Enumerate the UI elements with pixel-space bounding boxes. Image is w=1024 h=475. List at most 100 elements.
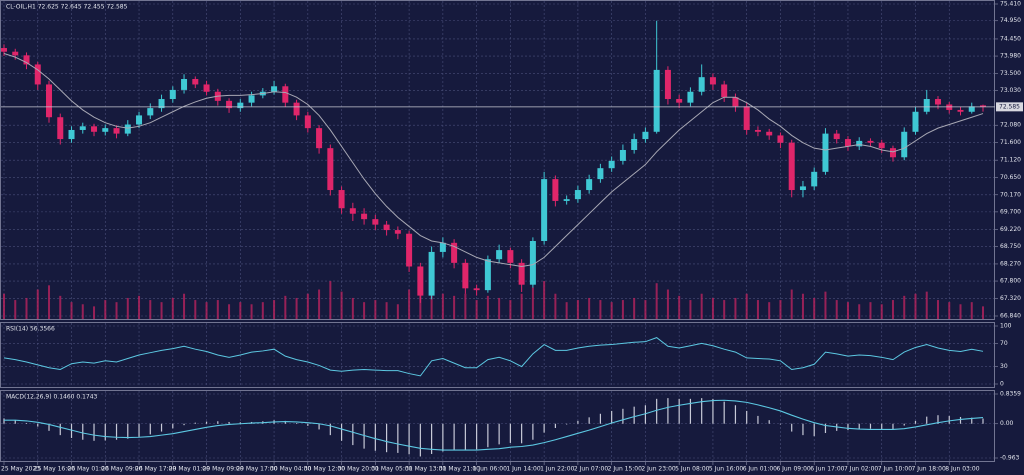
volume-bar <box>36 289 39 319</box>
volume-bar <box>790 289 793 319</box>
volume-bar <box>520 293 523 319</box>
volume-bar <box>666 289 669 319</box>
candle-body <box>473 288 480 291</box>
x-tick-label: 1 Jun 22:00 <box>540 466 574 473</box>
candle-body <box>113 128 120 134</box>
panel-title: RSI(14) 56.3566 <box>6 326 55 333</box>
volume-bar <box>936 300 939 319</box>
x-tick-label: 31 May 21:00 <box>439 466 480 473</box>
x-tick-label: 30 May 04:00 <box>270 466 311 473</box>
volume-bar <box>385 302 388 319</box>
candle-body <box>316 128 323 149</box>
candle-body <box>226 100 233 109</box>
y-tick-label: 72.080 <box>1000 122 1021 129</box>
candle-body <box>856 140 863 147</box>
volume-bar <box>813 297 816 319</box>
volume-bar <box>126 297 129 319</box>
candle-body <box>12 51 19 56</box>
volume-bar <box>970 302 973 319</box>
volume-bar <box>216 300 219 319</box>
volume-bar <box>464 293 467 319</box>
candle-body <box>338 190 345 209</box>
candle-body <box>68 129 75 140</box>
volume-bar <box>633 297 636 319</box>
candle-body <box>867 140 874 143</box>
y-tick-label: 74.450 <box>1000 35 1021 42</box>
volume-bar <box>261 302 264 319</box>
candle-body <box>631 139 638 150</box>
candle-body <box>484 259 491 291</box>
candle-body <box>451 242 458 263</box>
y-tick-label: 68.750 <box>1000 243 1021 250</box>
volume-bar <box>273 300 276 319</box>
volume-bar <box>959 304 962 319</box>
candle-body <box>293 102 300 116</box>
volume-bar <box>610 302 613 319</box>
volume-bar <box>835 300 838 319</box>
candle-body <box>698 77 705 92</box>
volume-bar <box>982 306 984 319</box>
y-tick-label: 75.410 <box>1000 1 1021 8</box>
volume-bar <box>138 295 141 319</box>
volume-bar <box>801 293 804 319</box>
volume-bar <box>205 302 208 319</box>
candle-body <box>563 199 570 201</box>
y-tick-label: 70.170 <box>1000 191 1021 198</box>
volume-bar <box>239 302 242 319</box>
candle-body <box>394 230 401 234</box>
volume-bar <box>194 300 197 319</box>
y-tick-label: 100 <box>1000 323 1012 330</box>
volume-bar <box>745 293 748 319</box>
volume-bar <box>880 304 883 319</box>
x-tick-label: 2 Jun 15:00 <box>608 466 642 473</box>
volume-bar <box>93 306 96 319</box>
volume-bar <box>576 300 579 319</box>
panel-frame <box>0 0 995 320</box>
y-tick-label: 73.500 <box>1000 70 1021 77</box>
candle-body <box>158 99 165 109</box>
volume-bar <box>171 297 174 319</box>
candle-body <box>136 115 143 125</box>
y-tick-label: 73.030 <box>1000 87 1021 94</box>
candle-body <box>912 111 919 132</box>
last-price-box <box>996 102 1023 112</box>
volume-bar <box>374 300 377 319</box>
panel-frame <box>0 322 995 388</box>
candle-body <box>248 95 255 103</box>
volume-bar <box>869 302 872 319</box>
last-price-label: 72.585 <box>999 103 1020 110</box>
candle-body <box>372 219 379 225</box>
candle-body <box>23 55 30 65</box>
candle-body <box>552 179 559 201</box>
volume-bar <box>925 291 928 319</box>
panel-frame <box>0 390 995 462</box>
candle-body <box>529 241 536 285</box>
x-tick-label: 25 May 16:00 <box>34 466 75 473</box>
x-tick-label: 26 May 01:00 <box>68 466 109 473</box>
volume-bar <box>914 293 917 319</box>
volume-bar <box>846 302 849 319</box>
volume-bar <box>81 304 84 319</box>
volume-bar <box>441 293 444 319</box>
y-tick-label: 74.950 <box>1000 17 1021 24</box>
volume-bar <box>228 304 231 319</box>
candle-body <box>428 251 435 296</box>
x-tick-label: 7 Jun 02:00 <box>844 466 878 473</box>
candle-body <box>833 133 840 140</box>
volume-bar <box>25 297 28 319</box>
volume-bar <box>115 302 118 319</box>
signal-line <box>4 399 984 451</box>
candle-body <box>541 179 548 242</box>
x-tick-label: 30 May 12:00 <box>304 466 345 473</box>
y-tick-label: 0.8359 <box>1000 391 1021 398</box>
volume-bar <box>565 302 568 319</box>
volume-bar <box>891 300 894 319</box>
candle-body <box>169 89 176 100</box>
x-tick-label: 7 Jun 10:00 <box>878 466 912 473</box>
x-tick-label: 25 May 2023 <box>1 466 40 473</box>
volume-bar <box>531 287 534 319</box>
candle-body <box>777 135 784 143</box>
candle-body <box>743 106 750 130</box>
candle-body <box>282 86 289 103</box>
